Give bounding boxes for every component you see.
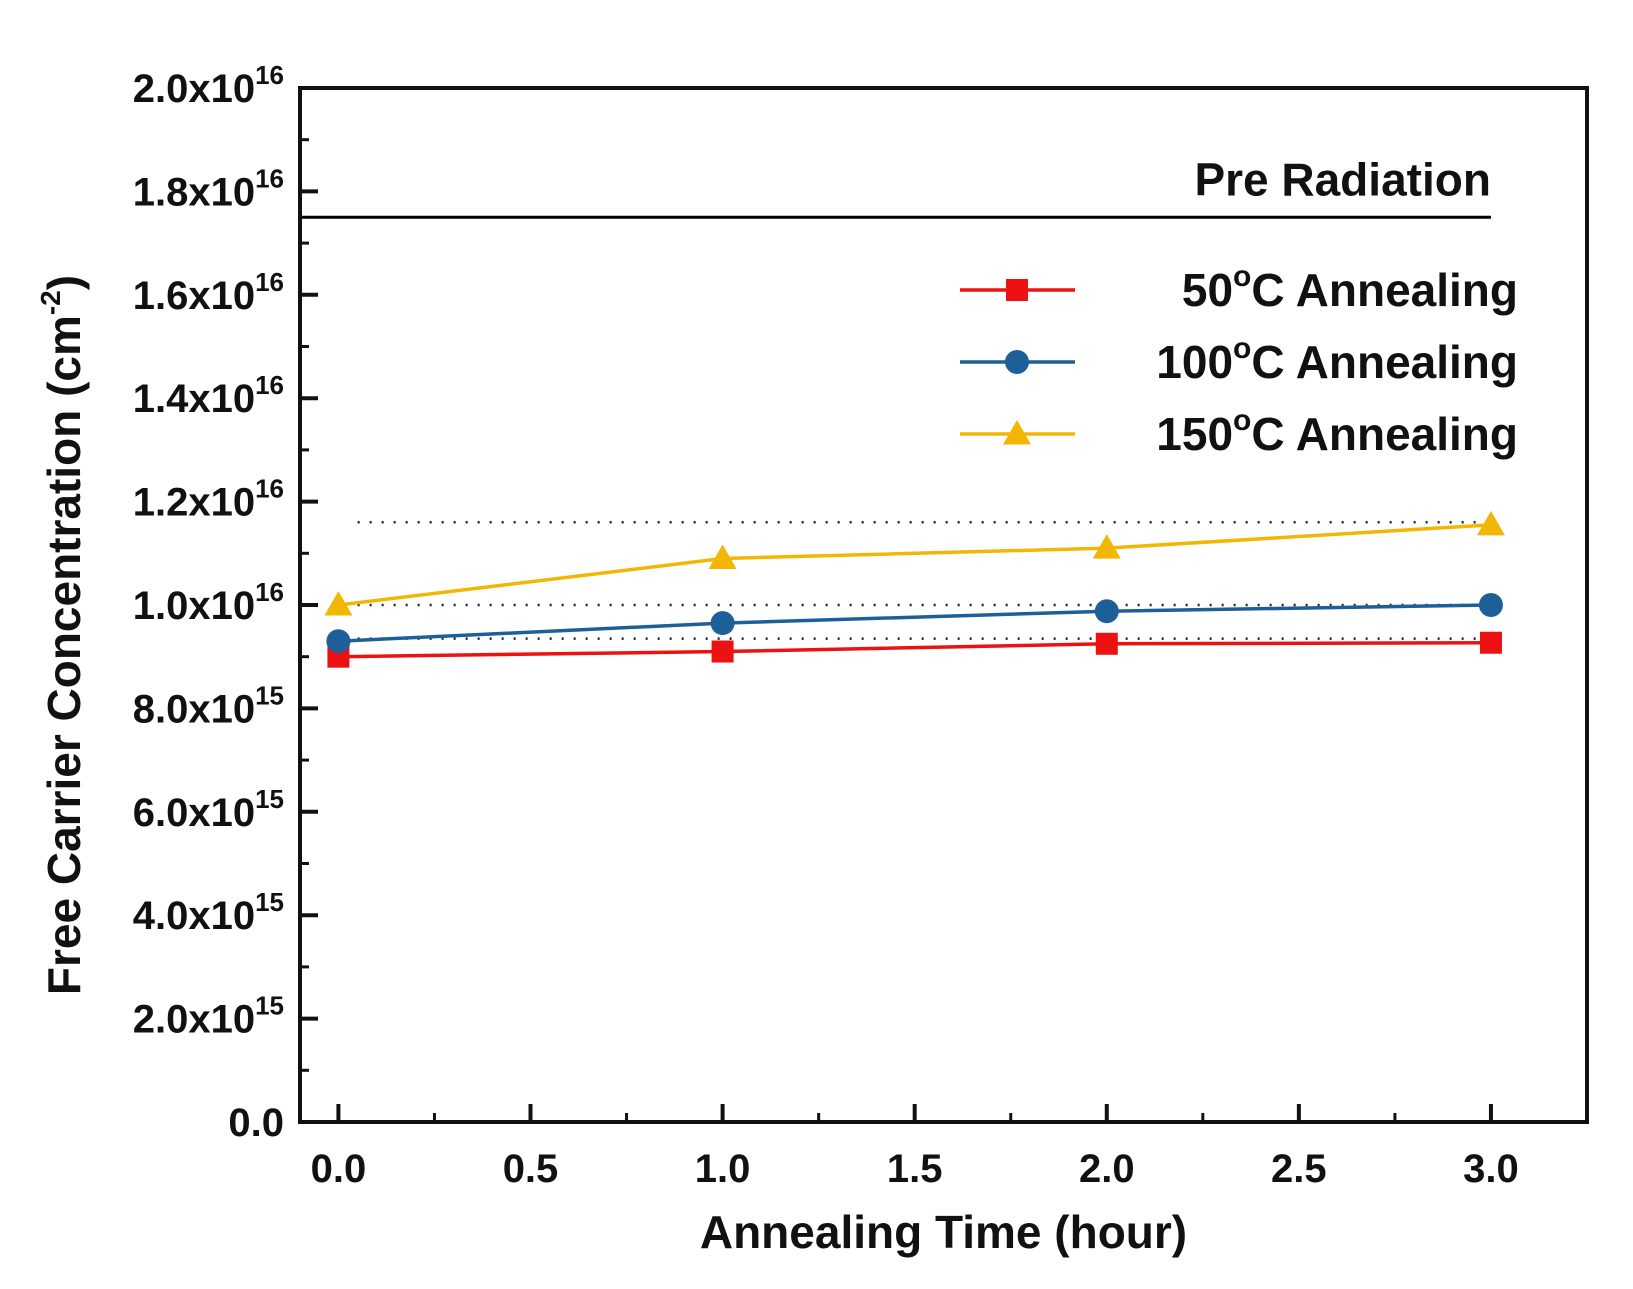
legend-swatch-marker bbox=[1003, 420, 1031, 445]
data-point-50 bbox=[711, 640, 734, 663]
legend-label: 150oC Annealing bbox=[1156, 404, 1518, 460]
y-tick-label: 8.0x1015 bbox=[133, 680, 284, 731]
x-tick-label: 1.5 bbox=[887, 1147, 943, 1191]
axis-ticks: 0.0 0.5 1.0 1.5 2.0 2.5 3.0 0.0 2.0x1015 4.0x1015… bbox=[133, 60, 1519, 1191]
legend-swatch-marker bbox=[1005, 350, 1029, 374]
x-tick-label: 2.0 bbox=[1079, 1147, 1135, 1191]
y-tick-label: 1.6x1016 bbox=[133, 267, 284, 318]
pre-radiation-label: Pre Radiation bbox=[1194, 153, 1491, 205]
x-axis-title: Annealing Time (hour) bbox=[700, 1206, 1187, 1258]
data-point-100 bbox=[710, 611, 735, 636]
series-line-100 bbox=[338, 603, 1491, 643]
y-axis-title: Free Carrier Concentration (cm-2) bbox=[35, 275, 90, 995]
legend-swatch-marker bbox=[1006, 279, 1028, 301]
data-point-100 bbox=[1478, 593, 1503, 617]
data-point-150 bbox=[1476, 510, 1505, 536]
data-point-150 bbox=[324, 591, 353, 616]
y-tick-label: 1.4x1016 bbox=[133, 370, 284, 421]
y-tick-label: 1.8x1016 bbox=[133, 163, 284, 214]
data-point-50 bbox=[1095, 632, 1118, 655]
legend-label: 50oC Annealing bbox=[1182, 260, 1518, 316]
series-line-50 bbox=[338, 640, 1491, 659]
legend: 50oC Annealing 100oC Annealing 150oC Annea… bbox=[960, 260, 1518, 460]
y-tick-label: 1.2x1016 bbox=[133, 474, 284, 525]
y-tick-label: 4.0x1015 bbox=[133, 887, 284, 938]
data-point-100 bbox=[326, 629, 351, 654]
y-tick-label: 6.0x1015 bbox=[133, 784, 284, 835]
y-tick-label: 0.0 bbox=[228, 1101, 284, 1145]
data-point-100 bbox=[1094, 599, 1119, 624]
series-line-150 bbox=[338, 523, 1492, 607]
x-tick-label: 1.0 bbox=[695, 1147, 751, 1191]
x-tick-label: 3.0 bbox=[1463, 1147, 1519, 1191]
y-tick-label: 2.0x1015 bbox=[133, 991, 284, 1042]
data-point-50 bbox=[1479, 631, 1502, 654]
x-tick-label: 2.5 bbox=[1271, 1147, 1327, 1191]
data-point-150 bbox=[1092, 534, 1121, 559]
x-tick-label: 0.5 bbox=[503, 1147, 559, 1191]
y-tick-label: 2.0x1016 bbox=[133, 60, 284, 111]
x-tick-label: 0.0 bbox=[311, 1147, 367, 1191]
series-group bbox=[324, 510, 1505, 668]
legend-label: 100oC Annealing bbox=[1156, 332, 1518, 388]
data-point-150 bbox=[708, 544, 737, 569]
reference-line-group: Pre Radiation bbox=[300, 153, 1491, 219]
y-tick-label: 1.0x1016 bbox=[133, 577, 284, 628]
